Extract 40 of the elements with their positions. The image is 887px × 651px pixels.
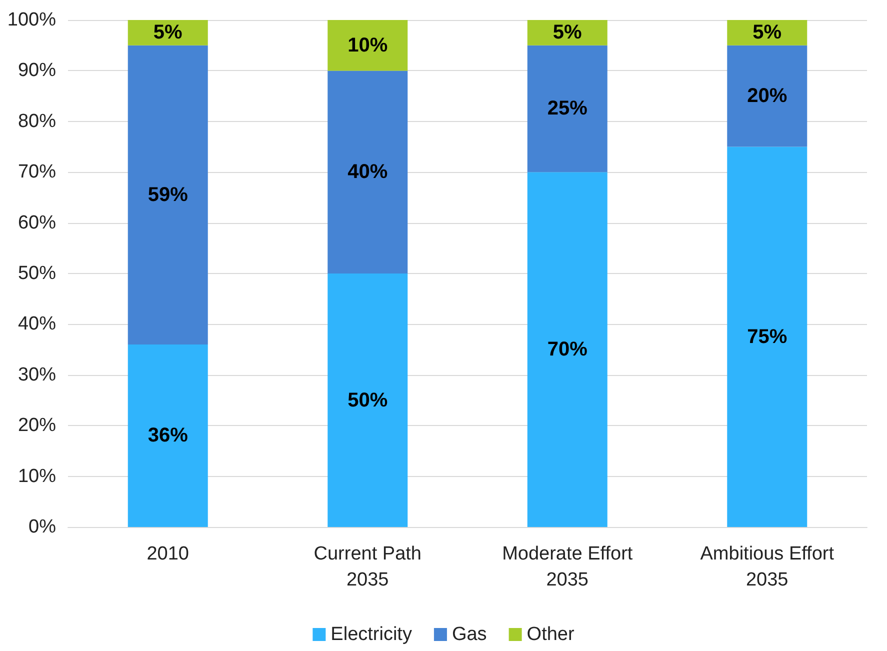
bar bbox=[527, 172, 608, 527]
bar bbox=[128, 344, 208, 527]
bar bbox=[328, 20, 408, 71]
bar bbox=[328, 70, 408, 274]
y-tick-label: 70% bbox=[18, 162, 56, 183]
data-label: 25% bbox=[547, 98, 588, 120]
data-label: 36% bbox=[148, 424, 188, 447]
bar bbox=[727, 146, 808, 527]
data-label: 20% bbox=[747, 85, 788, 108]
data-label: 40% bbox=[348, 161, 388, 184]
data-label: 5% bbox=[752, 22, 782, 44]
bar bbox=[527, 45, 608, 172]
data-label: 5% bbox=[552, 22, 582, 44]
y-tick-label: 20% bbox=[18, 415, 56, 436]
y-tick-label: 30% bbox=[18, 364, 56, 386]
y-tick-label: 50% bbox=[18, 263, 56, 284]
bar bbox=[128, 45, 208, 344]
x-tick-label: 2010 bbox=[146, 544, 190, 564]
data-label: 59% bbox=[148, 184, 188, 206]
legend-label: Gas bbox=[452, 624, 487, 645]
legend-label: Electricity bbox=[330, 624, 412, 645]
bar bbox=[727, 45, 808, 147]
x-tick-label: Moderate Effort 2035 bbox=[502, 544, 634, 590]
y-tick-label: 90% bbox=[18, 60, 56, 82]
data-label: 10% bbox=[348, 34, 388, 56]
x-tick-label: Current Path 2035 bbox=[314, 544, 422, 590]
y-tick-label: 80% bbox=[18, 110, 56, 132]
y-tick-label: 60% bbox=[18, 212, 56, 234]
data-label: 75% bbox=[747, 326, 788, 348]
bar bbox=[727, 20, 808, 46]
x-tick-label: Ambitious Effort 2035 bbox=[700, 544, 835, 590]
legend-label: Other bbox=[526, 624, 575, 645]
data-label: 50% bbox=[348, 389, 388, 412]
y-tick-label: 100% bbox=[7, 10, 56, 30]
data-label: 5% bbox=[153, 22, 183, 44]
y-tick-label: 10% bbox=[18, 466, 56, 487]
bar bbox=[328, 274, 408, 527]
data-label: 70% bbox=[547, 338, 588, 361]
y-tick-label: 40% bbox=[18, 314, 56, 335]
y-tick-label: 0% bbox=[28, 516, 56, 538]
